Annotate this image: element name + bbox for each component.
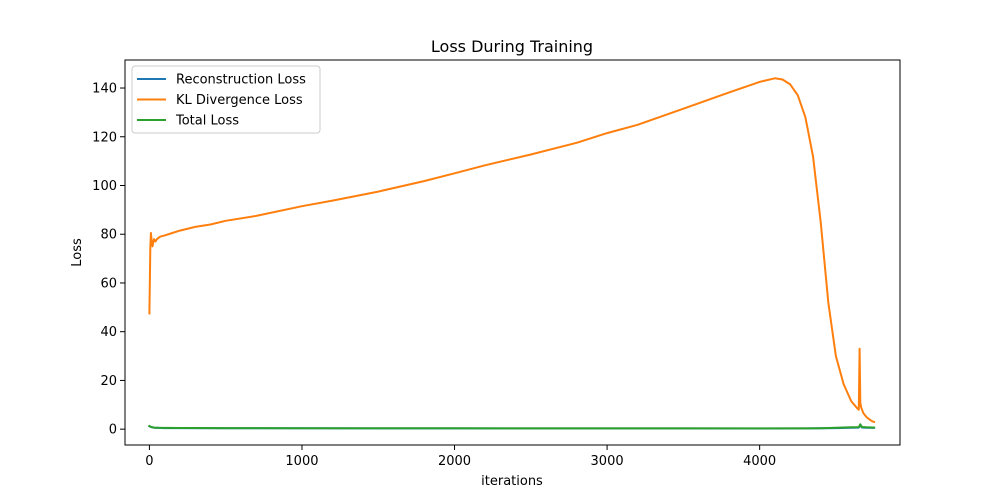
axes-frame <box>124 59 901 446</box>
x-tick-label: 3000 <box>591 454 624 469</box>
y-axis: 0 20 40 60 80 100 120 140 <box>92 82 125 438</box>
y-tick-label: 60 <box>100 276 117 291</box>
x-axis-label: iterations <box>481 474 543 489</box>
series-line-1 <box>148 77 876 424</box>
y-tick-label: 0 <box>109 423 117 438</box>
x-axis: 0 1000 2000 3000 4000 <box>145 445 776 469</box>
y-axis-label: Loss <box>70 238 85 267</box>
chart-title: Loss During Training <box>431 37 593 56</box>
series-line-2 <box>148 423 876 430</box>
x-tick-label: 4000 <box>743 454 776 469</box>
legend: Reconstruction Loss KL Divergence Loss Tot… <box>131 65 321 134</box>
legend-label-1: KL Divergence Loss <box>176 93 303 108</box>
y-tick-label: 120 <box>92 130 117 145</box>
x-tick-label: 2000 <box>438 454 471 469</box>
y-tick-label: 40 <box>100 325 117 340</box>
legend-label-0: Reconstruction Loss <box>176 73 306 88</box>
y-tick-label: 20 <box>100 374 117 389</box>
legend-box <box>131 65 321 134</box>
legend-label-2: Total Loss <box>175 114 239 129</box>
x-tick-label: 1000 <box>285 454 318 469</box>
x-tick-label: 0 <box>145 454 153 469</box>
plot-area <box>148 77 876 430</box>
y-tick-label: 140 <box>92 82 117 97</box>
y-tick-label: 100 <box>92 179 117 194</box>
y-tick-label: 80 <box>100 228 117 243</box>
